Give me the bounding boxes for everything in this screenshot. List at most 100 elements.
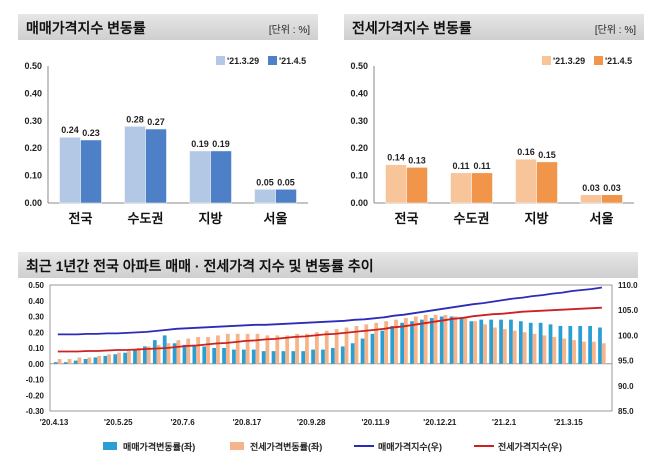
bar-value-label: 0.03 xyxy=(603,183,621,193)
bar xyxy=(350,343,355,364)
bar xyxy=(532,333,537,364)
bar xyxy=(271,351,276,364)
y-tick-label: 0.30 xyxy=(350,116,368,126)
x-tick-label: '20.4.13 xyxy=(40,418,69,427)
legend-swatch xyxy=(542,56,551,65)
right-axis-tick-label: 85.0 xyxy=(618,407,634,416)
bar xyxy=(254,189,276,204)
bar xyxy=(206,336,210,364)
bar xyxy=(404,318,408,364)
bar xyxy=(443,314,448,364)
jeonse-price-panel: 전세가격지수 변동률 [단위 : %] 0.50 0.40 0.30 0.20 0.10… xyxy=(334,6,652,238)
bar xyxy=(124,126,146,204)
bar xyxy=(57,359,62,364)
bar xyxy=(489,319,494,364)
bar xyxy=(469,321,474,364)
x-tick-label: '21.2.1 xyxy=(492,418,517,427)
bar xyxy=(77,357,82,364)
jeonse-panel-unit: [단위 : %] xyxy=(594,25,636,36)
bar xyxy=(301,351,306,364)
bar xyxy=(512,330,517,364)
bar xyxy=(275,189,297,204)
bar xyxy=(433,314,438,364)
bar-value-label: 0.28 xyxy=(126,114,144,124)
bar xyxy=(463,318,468,364)
bar-value-label: 0.27 xyxy=(147,117,165,127)
bar xyxy=(360,338,365,364)
right-axis-tick-label: 110.0 xyxy=(618,281,638,290)
bar xyxy=(413,316,418,364)
x-category-label: 서울 xyxy=(264,211,288,226)
bar xyxy=(127,351,131,364)
legend-swatch xyxy=(230,442,244,450)
bar xyxy=(538,322,543,364)
series-line xyxy=(57,306,602,353)
bar xyxy=(265,335,270,364)
legend-swatch xyxy=(594,56,603,65)
y-tick-label: 0.00 xyxy=(350,198,368,208)
y-tick-label: 0.10 xyxy=(24,171,42,181)
bar xyxy=(509,319,513,364)
bar xyxy=(471,172,493,204)
right-axis-tick-label: 100.0 xyxy=(618,331,639,340)
bar xyxy=(582,341,586,364)
bar xyxy=(80,139,102,204)
legend-label: 전세가격지수(우) xyxy=(498,441,562,452)
y-tick-label: 0.20 xyxy=(350,143,368,153)
bar xyxy=(291,351,296,364)
bar xyxy=(54,362,58,364)
left-axis-tick-label: 0.00 xyxy=(28,360,44,369)
y-tick-label: 0.30 xyxy=(24,116,42,126)
bar xyxy=(499,319,503,364)
x-tick-label: '20.11.9 xyxy=(361,418,390,427)
legend-label: 매매가격지수(우) xyxy=(378,441,442,452)
bar xyxy=(588,325,592,364)
left-axis-tick-label: 0.50 xyxy=(28,281,44,290)
series-line xyxy=(57,286,603,336)
bar xyxy=(429,318,434,364)
bar xyxy=(241,349,246,364)
bar xyxy=(562,338,567,364)
bar xyxy=(123,352,128,364)
trend-panel: 최근 1년간 전국 아파트 매매 · 전세가격 지수 및 변동률 추이 0.50… xyxy=(8,246,652,468)
bar xyxy=(305,333,309,364)
bar xyxy=(522,332,527,364)
y-tick-label: 0.20 xyxy=(24,143,42,153)
bar xyxy=(281,351,286,364)
bar xyxy=(558,325,563,364)
bar xyxy=(143,346,147,364)
bar xyxy=(232,349,236,364)
x-category-label: 서울 xyxy=(590,211,614,226)
bar-value-label: 0.23 xyxy=(82,128,100,138)
legend-label: '21.4.5 xyxy=(279,56,306,66)
bar xyxy=(202,346,207,364)
bar xyxy=(394,319,398,364)
x-category-label: 수도권 xyxy=(454,211,490,226)
legend-label: 전세가격변동률(좌) xyxy=(250,441,322,452)
bar xyxy=(133,349,137,364)
bar xyxy=(321,349,325,364)
bar-value-label: 0.05 xyxy=(277,177,295,187)
trend-combo-chart: 0.50 0.40 0.30 0.20 0.10 0.00 -0.10 -0.20 -0.30 1… xyxy=(26,281,639,452)
bar xyxy=(380,330,385,364)
trend-panel-title: 최근 1년간 전국 아파트 매매 · 전세가격 지수 및 변동률 추이 xyxy=(26,258,374,274)
bar xyxy=(453,316,458,364)
bar xyxy=(176,340,181,364)
bar xyxy=(251,349,256,364)
bar xyxy=(364,324,369,364)
bar xyxy=(334,329,339,364)
y-tick-label: 0.50 xyxy=(24,61,42,71)
bar xyxy=(518,321,523,364)
jeonse-panel-title: 전세가격지수 변동률 xyxy=(352,20,472,36)
bar xyxy=(578,325,583,364)
bar xyxy=(331,348,335,364)
bar xyxy=(156,344,161,364)
x-category-label: 전국 xyxy=(395,211,419,226)
left-axis-tick-label: 0.20 xyxy=(28,328,44,337)
legend-label: '21.3.29 xyxy=(553,56,585,66)
bar xyxy=(295,333,299,364)
bar xyxy=(439,316,444,364)
legend-swatch xyxy=(268,56,277,65)
y-tick-label: 0.40 xyxy=(24,88,42,98)
bar-value-label: 0.05 xyxy=(256,177,274,187)
